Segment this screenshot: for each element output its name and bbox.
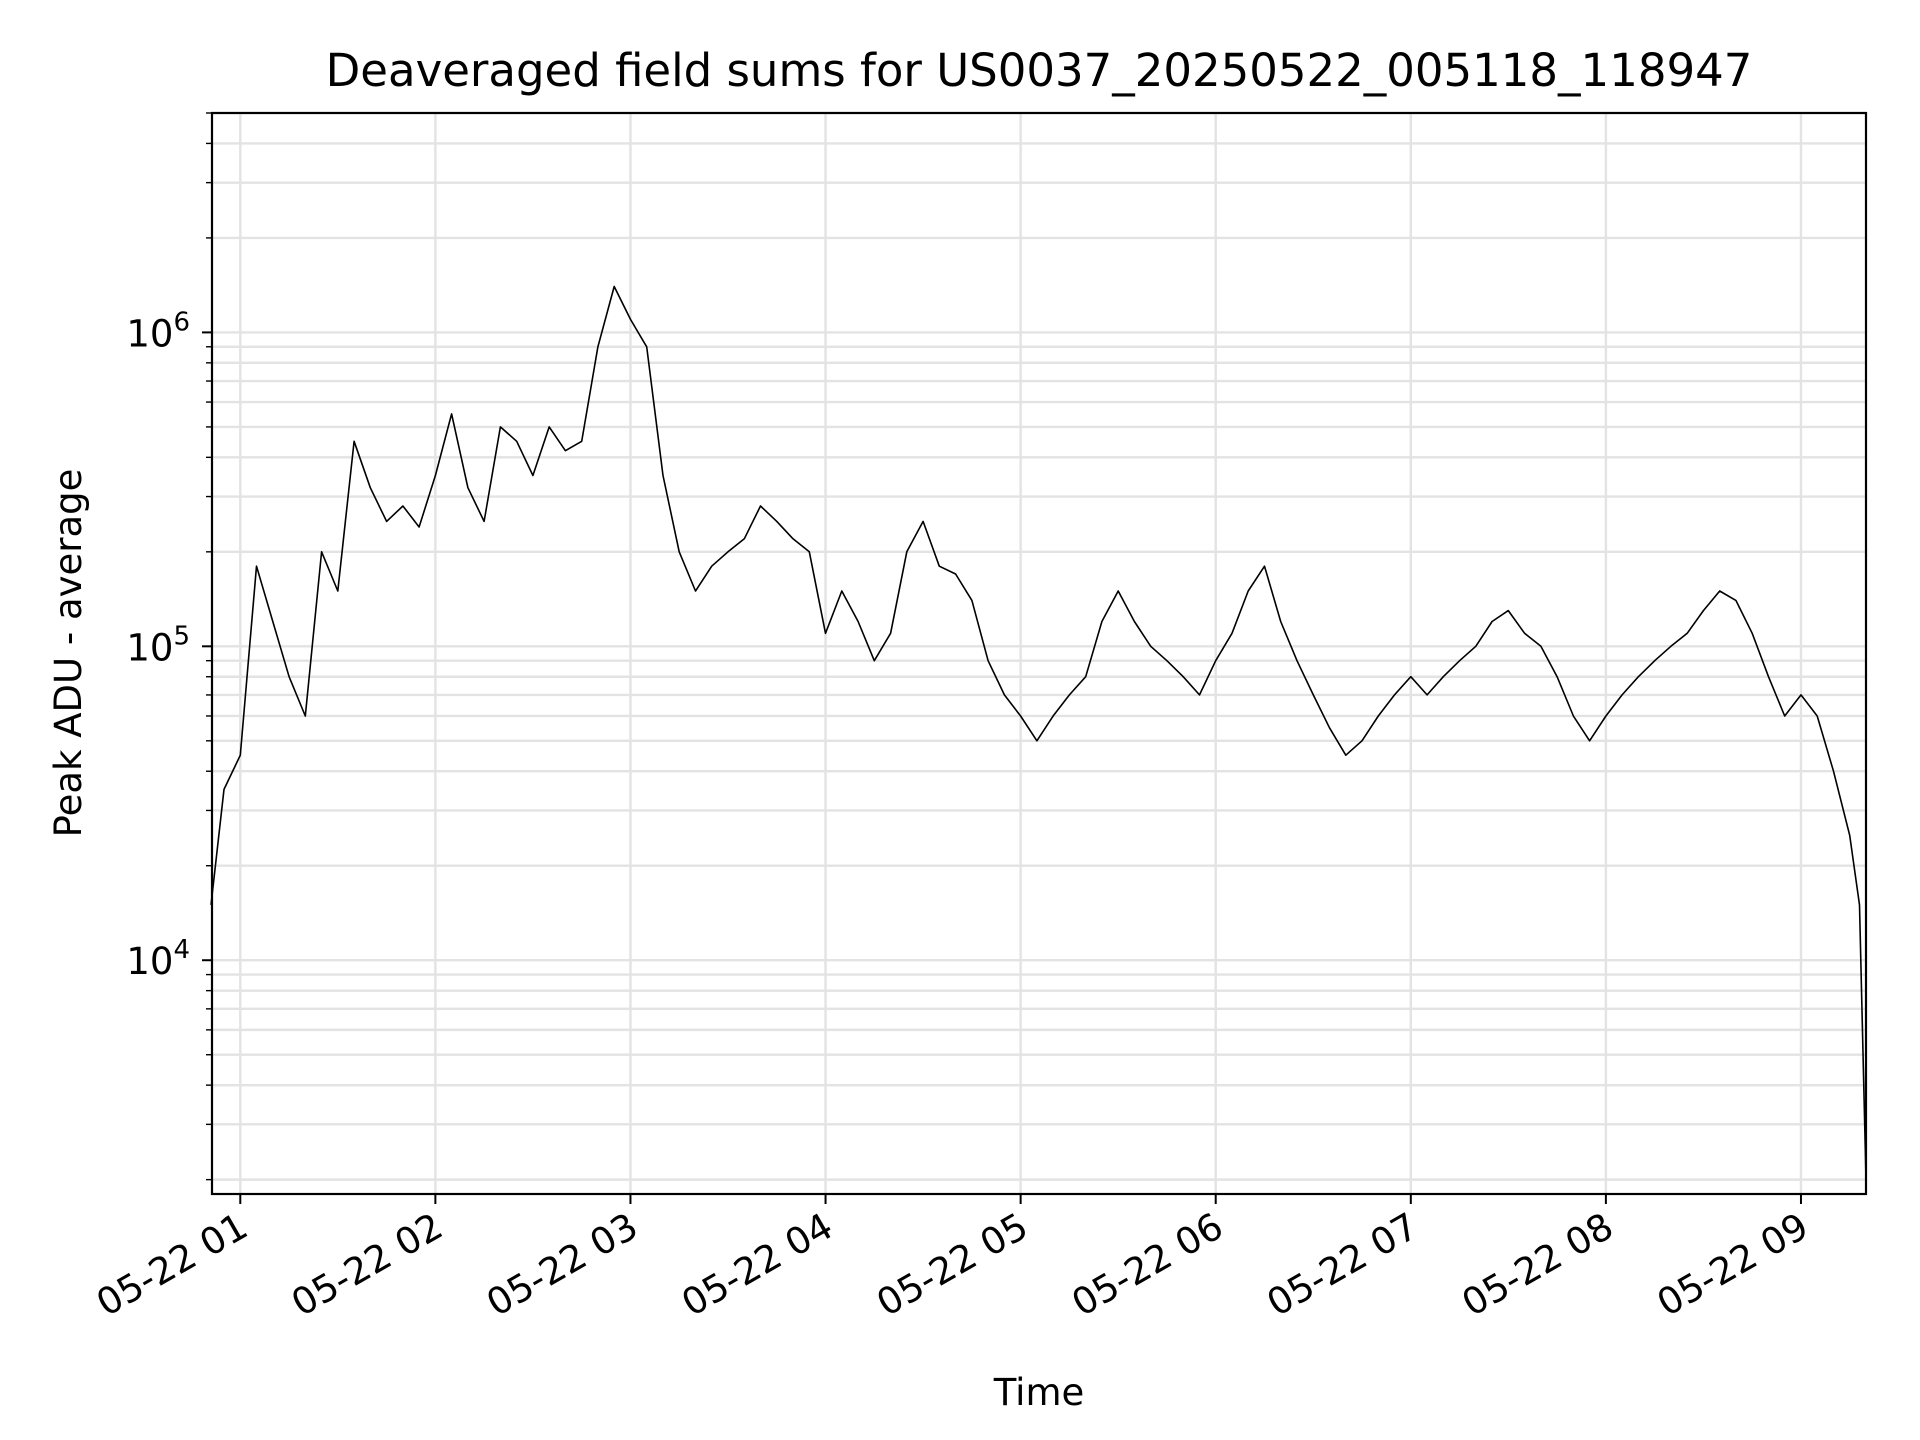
y-tick-label: 105 <box>126 621 190 669</box>
grid <box>212 111 1866 1194</box>
y-tick-label-base: 10 <box>126 312 173 355</box>
data-series-line <box>210 285 1867 1180</box>
y-tick-label-exponent: 4 <box>173 935 190 965</box>
chart-title: Deaveraged field sums for US0037_2025052… <box>326 44 1753 97</box>
y-axis-label: Peak ADU - average <box>47 469 90 838</box>
y-tick-label: 104 <box>126 935 190 983</box>
y-tick-label-base: 10 <box>126 626 173 669</box>
y-tick-label: 106 <box>126 307 190 355</box>
y-tick-label-exponent: 5 <box>173 621 190 651</box>
plot-area <box>210 285 1867 1180</box>
y-tick-label-exponent: 6 <box>173 307 190 337</box>
x-axis-label: Time <box>993 1371 1085 1414</box>
y-tick-label-base: 10 <box>126 940 173 983</box>
plot-frame <box>210 111 1868 1196</box>
